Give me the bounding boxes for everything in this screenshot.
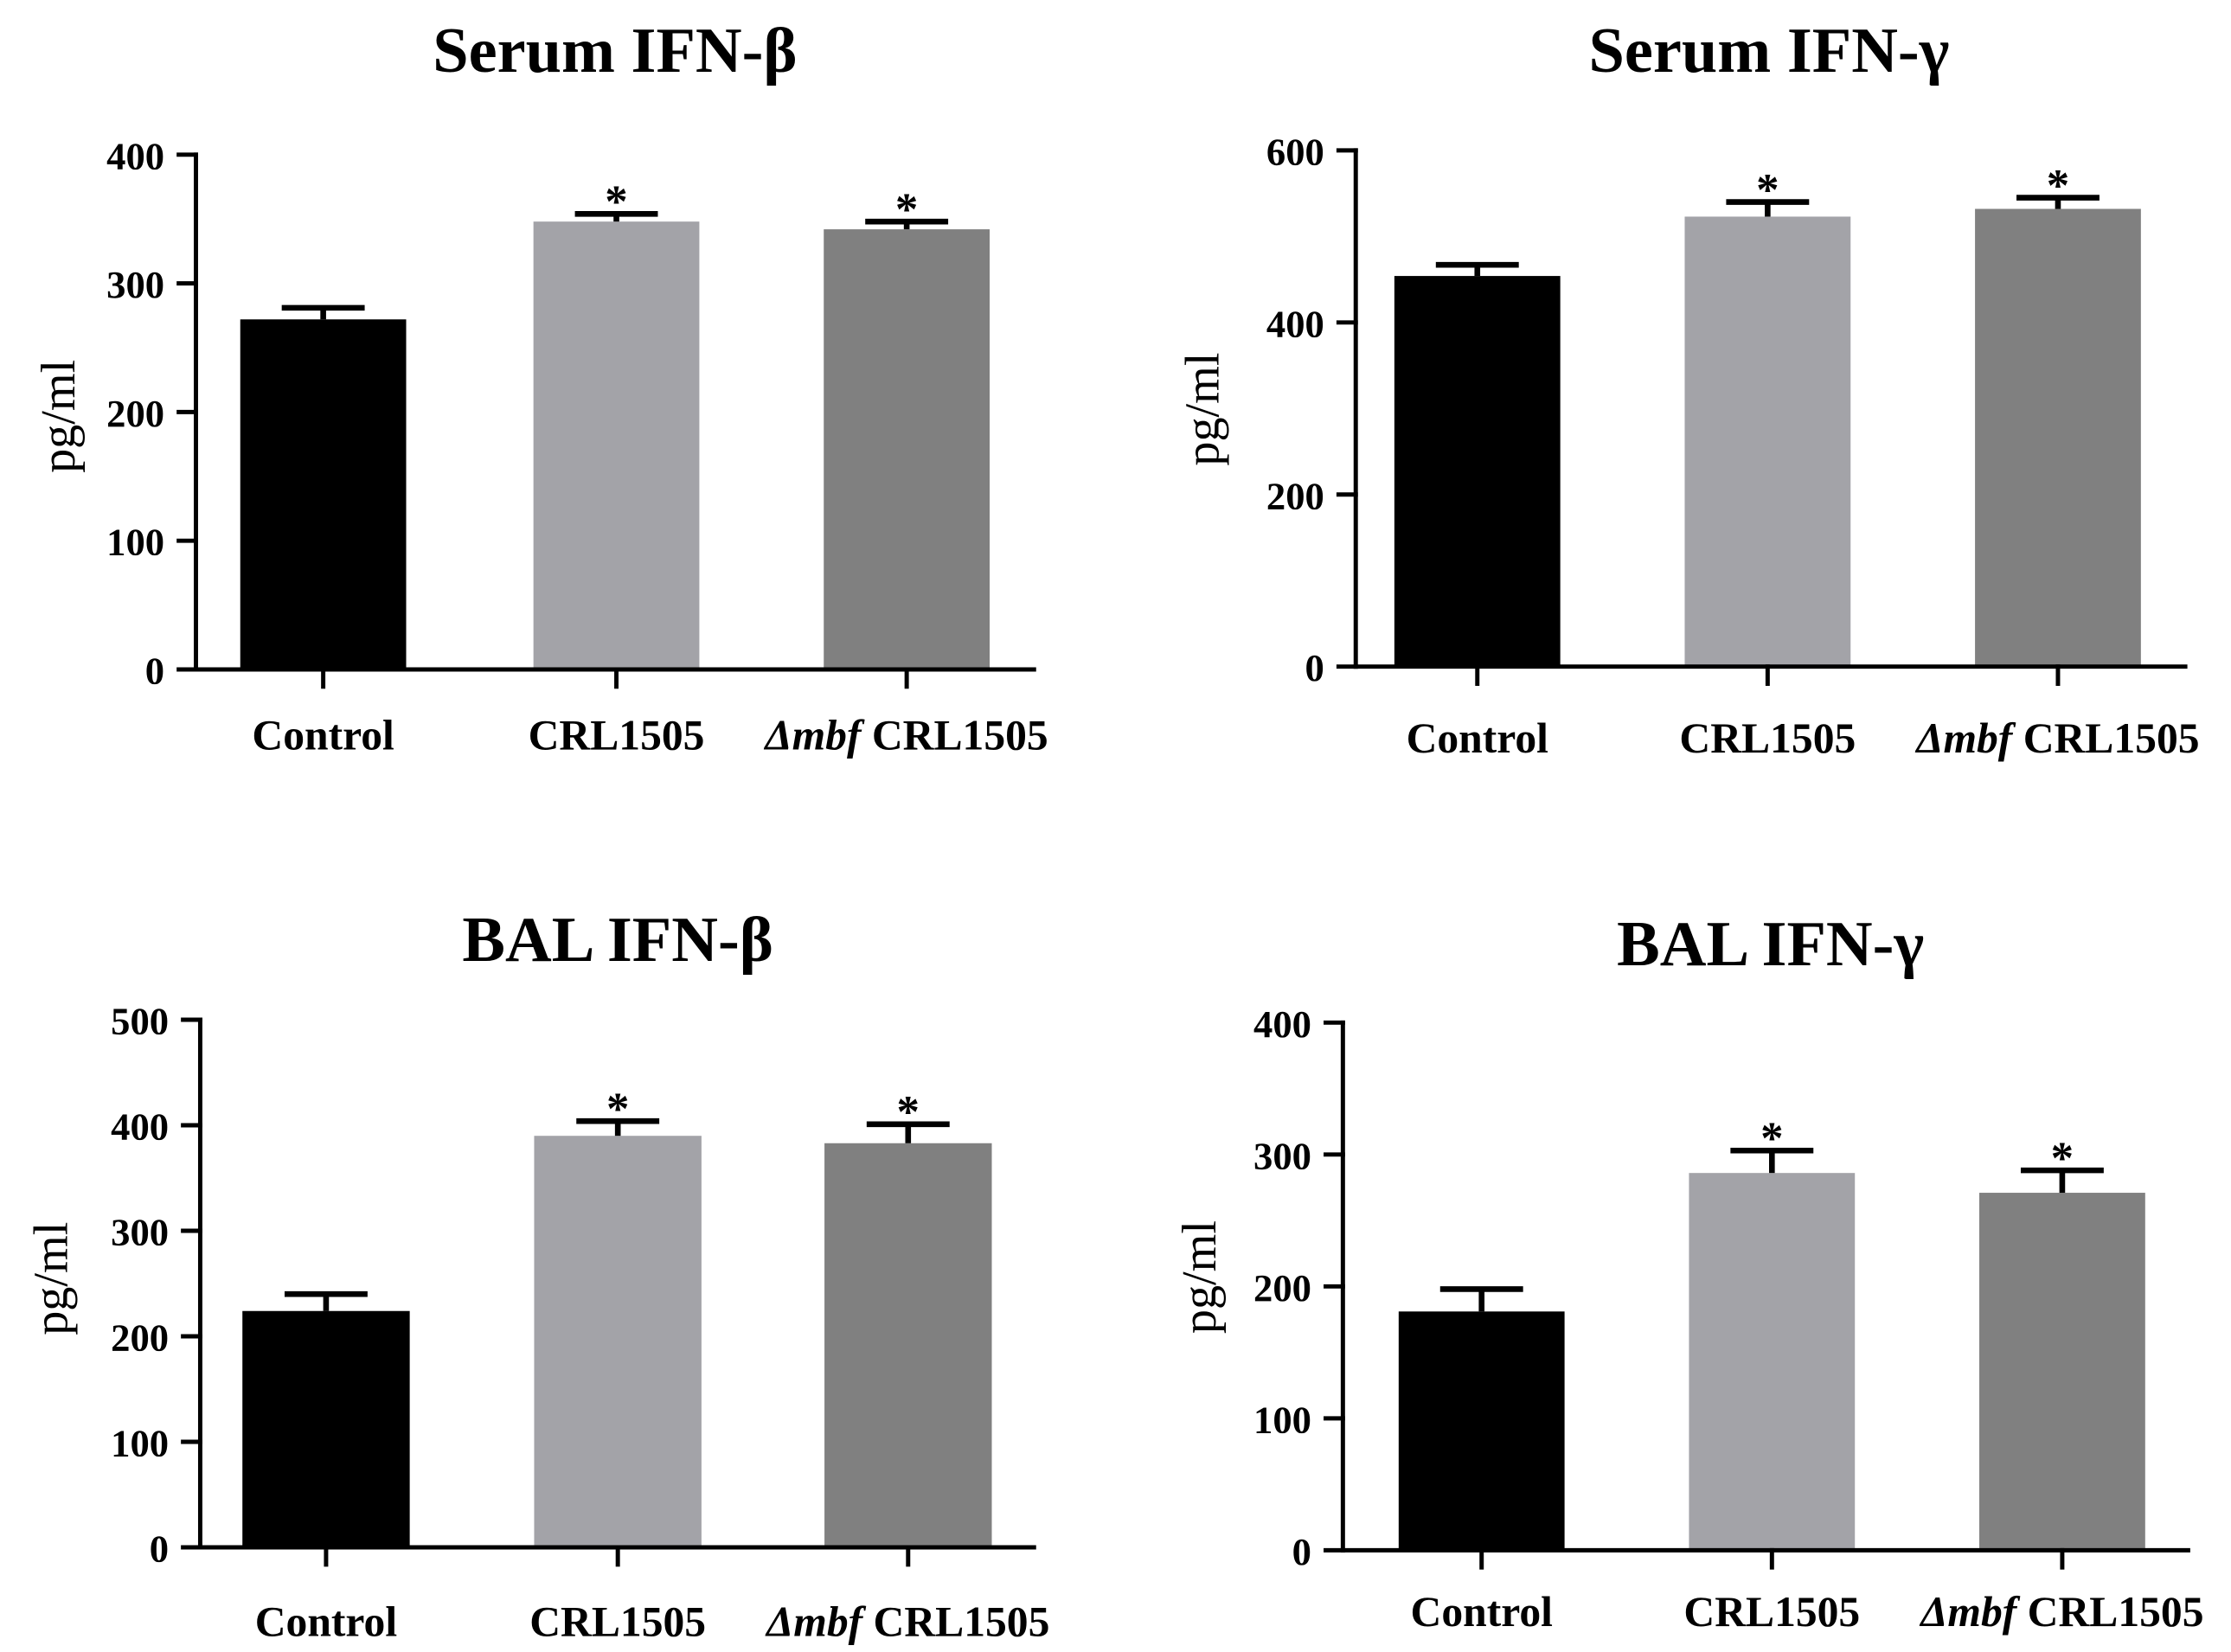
y-tick-label: 300 bbox=[111, 1211, 169, 1254]
x-tick-label: CRL1505 bbox=[529, 1598, 706, 1646]
y-tick-label: 100 bbox=[106, 521, 164, 564]
chart-title: BAL IFN-γ bbox=[1617, 909, 1924, 980]
y-tick-label: 300 bbox=[106, 263, 164, 306]
chart-panel-bal-ifn: BAL IFN-γ pg/ml * * 0 100 200 300 400 Control CRL1… bbox=[1173, 909, 2203, 1636]
y-tick-label: 0 bbox=[150, 1527, 169, 1571]
significance-asterisk: * bbox=[2051, 1133, 2074, 1183]
bar-control bbox=[240, 319, 407, 669]
y-axis-label: pg/ml bbox=[1173, 1220, 1227, 1334]
chart-title: Serum IFN-γ bbox=[1589, 16, 1950, 86]
x-tick-label: Control bbox=[1407, 714, 1548, 762]
y-tick-label: 200 bbox=[106, 392, 164, 435]
bar-control bbox=[1394, 276, 1561, 667]
chart-panel-serum-ifn: Serum IFN-β pg/ml * * 0 100 200 300 400 Control CR… bbox=[32, 16, 1048, 759]
significance-asterisk: * bbox=[606, 1084, 629, 1134]
x-tick-label: CRL1505 bbox=[1683, 1588, 1860, 1636]
y-tick-label: 500 bbox=[111, 1000, 169, 1043]
y-axis-label: pg/ml bbox=[25, 1222, 79, 1335]
significance-asterisk: * bbox=[1760, 1114, 1783, 1164]
y-axis-label: pg/ml bbox=[1176, 353, 1230, 466]
x-tick-label: Control bbox=[255, 1598, 397, 1646]
significance-asterisk: * bbox=[895, 184, 918, 234]
y-tick-label: 200 bbox=[111, 1316, 169, 1360]
y-tick-label: 400 bbox=[1266, 302, 1324, 345]
x-tick-label: CRL1505 bbox=[1679, 714, 1856, 762]
x-tick-label: Δmbf CRL1505 bbox=[1919, 1588, 2203, 1636]
y-tick-label: 400 bbox=[1253, 1002, 1311, 1046]
y-tick-label: 100 bbox=[1253, 1398, 1311, 1441]
bar-crl1505 bbox=[1684, 216, 1851, 667]
y-tick-label: 300 bbox=[1253, 1134, 1311, 1177]
chart-panel-serum-ifn: Serum IFN-γ pg/ml * * 0 200 400 600 Control CRL15… bbox=[1176, 16, 2200, 762]
chart-title: BAL IFN-β bbox=[462, 905, 773, 976]
x-tick-label: Control bbox=[252, 712, 394, 759]
bar-deltambf-crl1505 bbox=[824, 1143, 992, 1548]
y-tick-label: 600 bbox=[1266, 130, 1324, 173]
y-tick-label: 200 bbox=[1266, 474, 1324, 517]
bar-deltambf-crl1505 bbox=[824, 229, 990, 669]
significance-asterisk: * bbox=[2047, 161, 2069, 211]
bar-crl1505 bbox=[1689, 1173, 1856, 1551]
y-tick-label: 0 bbox=[1292, 1530, 1311, 1573]
x-tick-label: CRL1505 bbox=[529, 712, 705, 759]
bar-control bbox=[242, 1310, 410, 1548]
chart-panel-bal-ifn: BAL IFN-β pg/ml * * 0 100 200 300 400 500 Control C… bbox=[25, 905, 1050, 1645]
x-tick-label: Control bbox=[1411, 1588, 1553, 1636]
x-tick-label: Δmbf CRL1505 bbox=[764, 712, 1048, 759]
y-tick-label: 200 bbox=[1253, 1266, 1311, 1309]
y-tick-label: 0 bbox=[1305, 646, 1324, 689]
y-tick-label: 0 bbox=[145, 650, 164, 693]
y-tick-label: 400 bbox=[106, 134, 164, 177]
bar-crl1505 bbox=[533, 221, 700, 669]
significance-asterisk: * bbox=[605, 177, 627, 227]
bar-control bbox=[1398, 1311, 1565, 1551]
bar-crl1505 bbox=[534, 1136, 702, 1548]
x-tick-label: Δmbf CRL1505 bbox=[1914, 714, 2199, 762]
y-tick-label: 400 bbox=[111, 1105, 169, 1149]
y-axis-label: pg/ml bbox=[32, 360, 86, 473]
significance-asterisk: * bbox=[897, 1087, 920, 1137]
chart-title: Serum IFN-β bbox=[433, 16, 797, 86]
y-tick-label: 100 bbox=[111, 1422, 169, 1465]
significance-asterisk: * bbox=[1756, 165, 1779, 215]
x-tick-label: Δmbf CRL1505 bbox=[765, 1598, 1049, 1646]
bar-deltambf-crl1505 bbox=[1979, 1193, 2145, 1551]
bar-deltambf-crl1505 bbox=[1975, 208, 2141, 667]
